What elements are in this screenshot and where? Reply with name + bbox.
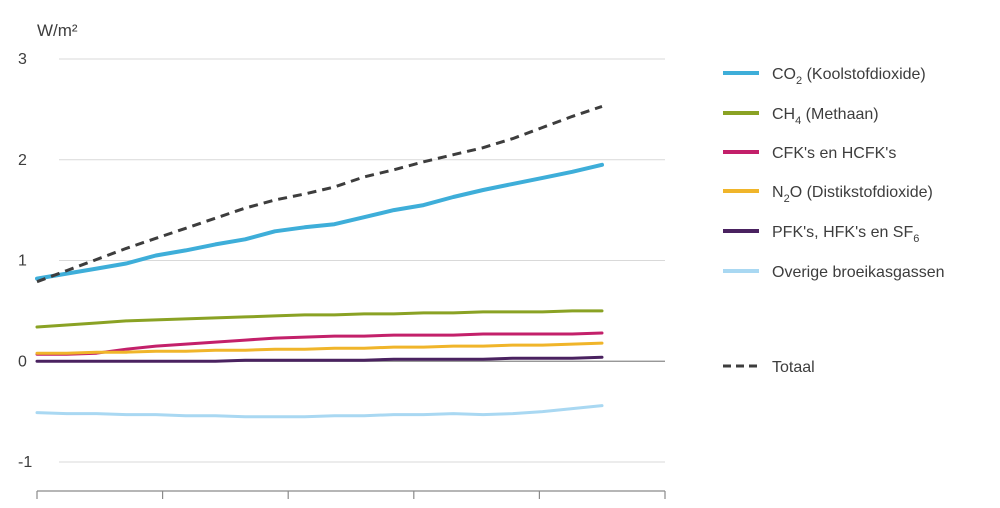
legend: CO2 (Koolstofdioxide)CH4 (Methaan)CFK's …	[723, 66, 945, 376]
legend-text: Totaal	[772, 359, 815, 376]
legend-label-n2o: N2O (Distikstofdioxide)	[772, 184, 933, 205]
legend-subscript: 4	[795, 115, 801, 127]
series-line-cfk	[35, 331, 604, 356]
legend-subscript: 2	[796, 75, 802, 87]
series-line-n2o	[35, 341, 604, 355]
legend-text-suffix: (Methaan)	[801, 106, 878, 123]
legend-label-overig: Overige broeikasgassen	[772, 264, 945, 281]
legend-text: CFK's en HCFK's	[772, 145, 896, 162]
legend-text-suffix: (Koolstofdioxide)	[802, 66, 926, 83]
legend-text: N	[772, 184, 784, 201]
series-line-overig	[35, 404, 604, 419]
y-unit-label: W/m²	[37, 21, 78, 40]
y-tick-labels: 3 2 1 0 -1	[18, 51, 32, 471]
x-axis	[36, 490, 666, 499]
series-line-ch4	[35, 309, 604, 329]
legend-label-totaal: Totaal	[772, 359, 815, 376]
series-line-pfk	[35, 355, 604, 363]
legend-subscript: 2	[784, 193, 790, 205]
legend-label-pfk: PFK's, HFK's en SF6	[772, 224, 919, 245]
y-tick-label: 3	[18, 51, 27, 68]
series-line-totaal	[36, 104, 603, 284]
y-tick-label: 2	[18, 152, 27, 169]
legend-text: CH	[772, 106, 795, 123]
legend-text-suffix: O (Distikstofdioxide)	[790, 184, 933, 201]
legend-text: CO	[772, 66, 796, 83]
legend-text: Overige broeikasgassen	[772, 264, 945, 281]
series-lines	[35, 104, 604, 419]
legend-label-ch4: CH4 (Methaan)	[772, 106, 879, 127]
gridlines	[59, 58, 665, 463]
legend-label-co2: CO2 (Koolstofdioxide)	[772, 66, 926, 87]
legend-text: PFK's, HFK's en SF	[772, 224, 913, 241]
legend-label-cfk: CFK's en HCFK's	[772, 145, 896, 162]
series-line-co2	[35, 162, 604, 281]
legend-subscript: 6	[913, 233, 919, 245]
y-tick-label: 0	[18, 353, 27, 370]
y-tick-label: -1	[18, 454, 32, 471]
y-tick-label: 1	[18, 253, 27, 270]
